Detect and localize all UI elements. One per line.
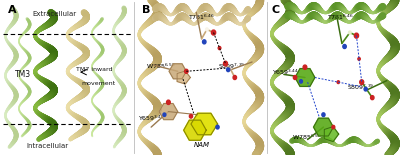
Text: TM3: TM3 [15,70,31,79]
Circle shape [348,31,351,34]
Circle shape [216,125,219,129]
Text: C: C [271,5,279,15]
Text: T781$^{6.46}$: T781$^{6.46}$ [327,13,354,22]
Circle shape [212,30,216,35]
Text: Intracellular: Intracellular [26,143,68,149]
Circle shape [300,80,302,83]
Text: movement: movement [82,81,116,86]
Text: S809$^{7.39}$: S809$^{7.39}$ [218,61,245,71]
Text: B: B [142,5,150,15]
Circle shape [332,125,335,129]
Polygon shape [324,127,339,142]
Circle shape [185,69,188,73]
Text: NAM: NAM [194,142,210,148]
Circle shape [202,40,206,44]
Polygon shape [191,113,218,135]
Polygon shape [314,118,333,136]
Circle shape [189,114,192,118]
Polygon shape [184,120,206,140]
Circle shape [354,33,358,38]
Circle shape [337,81,340,84]
Circle shape [233,75,236,80]
Circle shape [206,28,208,31]
Circle shape [224,61,228,66]
Polygon shape [169,64,186,79]
Circle shape [370,96,374,100]
Circle shape [322,113,325,117]
Text: W785$^{6.50}$: W785$^{6.50}$ [146,61,175,71]
Circle shape [163,113,166,116]
Circle shape [218,46,221,50]
Circle shape [226,68,230,72]
Circle shape [343,44,346,49]
Text: A: A [8,5,17,15]
Text: TM7 inward: TM7 inward [76,67,113,72]
Circle shape [364,87,367,91]
Text: Y659$^{3.44}$: Y659$^{3.44}$ [272,67,299,77]
Circle shape [166,100,170,104]
Polygon shape [295,69,315,86]
Circle shape [293,75,297,80]
Circle shape [360,80,364,84]
Text: T781$^{6.46}$: T781$^{6.46}$ [188,13,216,22]
Text: Y659$^{3.44}$: Y659$^{3.44}$ [138,114,165,123]
Circle shape [303,65,307,69]
Polygon shape [177,71,190,84]
Text: Extracellular: Extracellular [32,11,76,17]
Polygon shape [159,104,178,120]
Text: W785$^{6.50}$: W785$^{6.50}$ [292,133,321,142]
Text: S809$^{7.39}$: S809$^{7.39}$ [347,83,374,92]
Circle shape [358,58,360,60]
